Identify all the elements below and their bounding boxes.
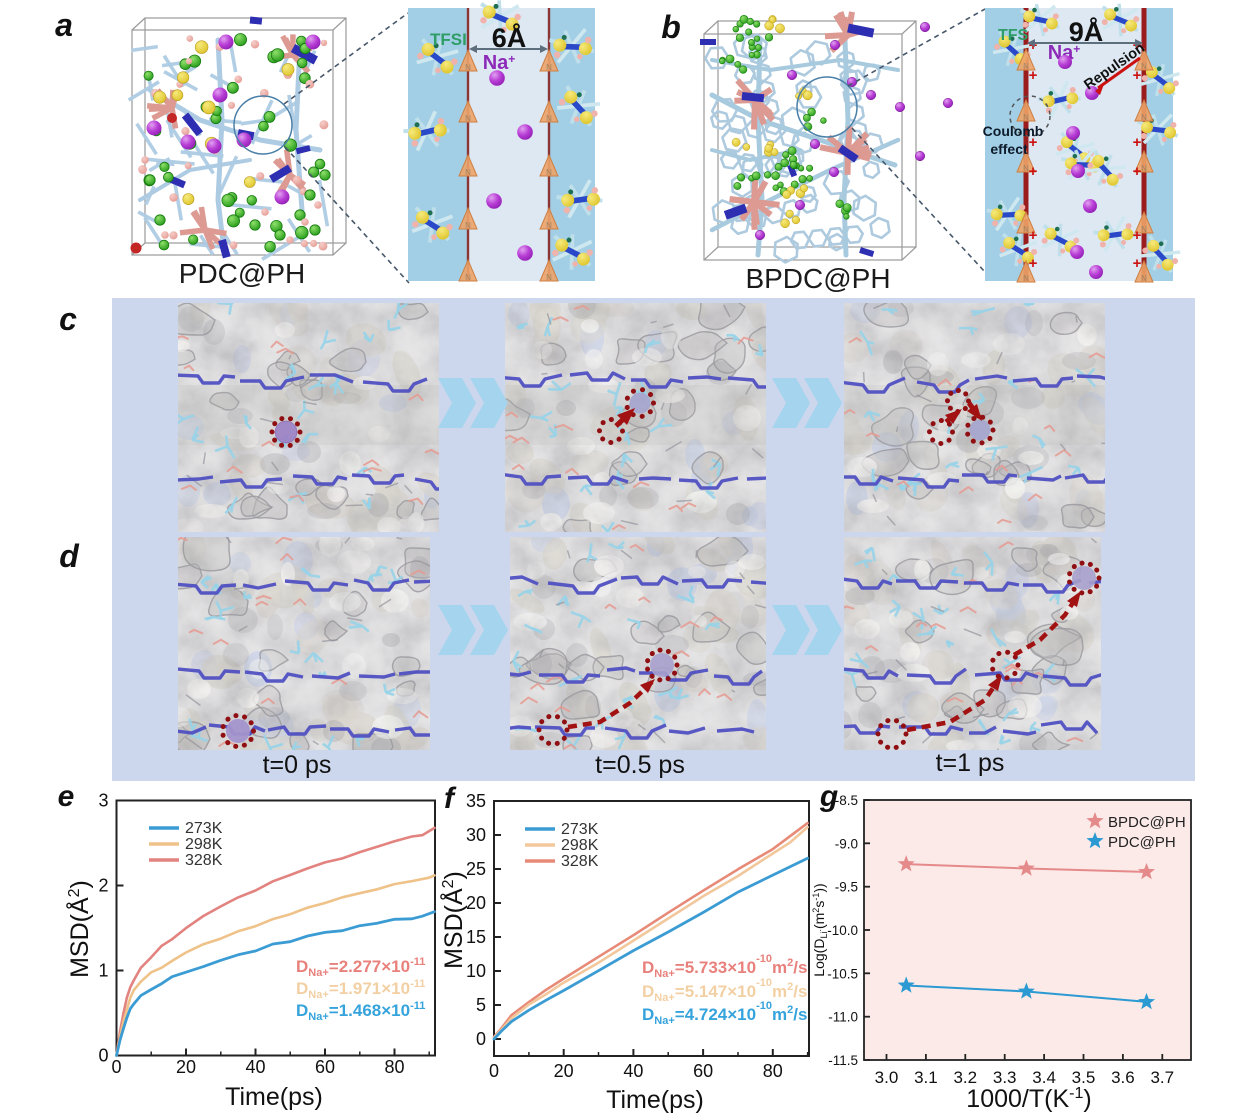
- svg-text:3.7: 3.7: [1150, 1068, 1174, 1087]
- svg-text:273K: 273K: [561, 821, 599, 838]
- svg-text:3.0: 3.0: [875, 1068, 899, 1087]
- svg-text:10: 10: [466, 961, 486, 981]
- svg-text:-9.0: -9.0: [835, 836, 858, 851]
- svg-text:effect: effect: [990, 141, 1028, 157]
- svg-text:t=0 ps: t=0 ps: [263, 751, 332, 779]
- svg-text:1: 1: [98, 961, 108, 981]
- svg-text:PDC@PH: PDC@PH: [1108, 834, 1176, 851]
- svg-text:Coulomb: Coulomb: [983, 123, 1044, 139]
- svg-text:273K: 273K: [185, 820, 223, 837]
- svg-text:-11.5: -11.5: [828, 1053, 858, 1068]
- svg-text:BPDC@PH: BPDC@PH: [745, 263, 890, 294]
- svg-text:298K: 298K: [561, 837, 599, 854]
- svg-text:3: 3: [98, 791, 108, 811]
- svg-text:-9.5: -9.5: [835, 880, 858, 895]
- svg-text:t=0.5 ps: t=0.5 ps: [595, 751, 685, 779]
- svg-text:+: +: [1029, 163, 1038, 180]
- svg-text:d: d: [59, 538, 80, 574]
- svg-text:80: 80: [763, 1061, 783, 1081]
- svg-text:-8.5: -8.5: [835, 793, 858, 808]
- svg-text:PDC@PH: PDC@PH: [179, 258, 305, 289]
- svg-text:20: 20: [466, 893, 486, 913]
- svg-text:328K: 328K: [185, 852, 223, 869]
- svg-text:80: 80: [384, 1057, 404, 1077]
- svg-text:0: 0: [98, 1046, 108, 1066]
- svg-text:60: 60: [315, 1057, 335, 1077]
- svg-text:c: c: [59, 301, 77, 337]
- svg-text:+: +: [1029, 227, 1038, 244]
- svg-text:+: +: [1029, 255, 1038, 272]
- svg-text:t=1 ps: t=1 ps: [936, 749, 1005, 777]
- svg-text:-10.5: -10.5: [827, 966, 858, 981]
- svg-text:60: 60: [693, 1061, 713, 1081]
- svg-text:0: 0: [476, 1029, 486, 1049]
- svg-text:20: 20: [554, 1061, 574, 1081]
- svg-text:-10.0: -10.0: [827, 923, 858, 938]
- svg-text:Time(ps): Time(ps): [606, 1086, 704, 1114]
- svg-text:298K: 298K: [185, 836, 223, 853]
- svg-text:BPDC@PH: BPDC@PH: [1108, 814, 1186, 831]
- svg-text:2: 2: [98, 876, 108, 896]
- svg-text:40: 40: [245, 1057, 265, 1077]
- svg-text:35: 35: [466, 791, 486, 811]
- svg-text:-11.0: -11.0: [828, 1010, 858, 1025]
- svg-text:328K: 328K: [561, 853, 599, 870]
- svg-text:a: a: [55, 7, 73, 43]
- svg-text:3.6: 3.6: [1111, 1068, 1135, 1087]
- svg-text:0: 0: [111, 1057, 121, 1077]
- svg-text:+: +: [1133, 67, 1142, 84]
- svg-text:3.1: 3.1: [914, 1068, 938, 1087]
- svg-text:20: 20: [176, 1057, 196, 1077]
- svg-text:+: +: [1133, 227, 1142, 244]
- svg-text:+: +: [1029, 67, 1038, 84]
- svg-text:+: +: [1133, 255, 1142, 272]
- svg-text:15: 15: [466, 927, 486, 947]
- svg-text:TFS: TFS: [998, 27, 1029, 44]
- svg-text:5: 5: [476, 995, 486, 1015]
- svg-text:Time(ps): Time(ps): [225, 1083, 323, 1111]
- svg-text:+: +: [1133, 163, 1142, 180]
- svg-text:25: 25: [466, 859, 486, 879]
- svg-text:b: b: [661, 9, 681, 45]
- svg-text:e: e: [58, 780, 75, 813]
- svg-text:TFSI: TFSI: [430, 30, 467, 49]
- svg-text:6Å: 6Å: [492, 22, 527, 53]
- svg-text:+: +: [1133, 134, 1142, 151]
- svg-text:30: 30: [466, 825, 486, 845]
- svg-text:40: 40: [623, 1061, 643, 1081]
- svg-text:0: 0: [489, 1061, 499, 1081]
